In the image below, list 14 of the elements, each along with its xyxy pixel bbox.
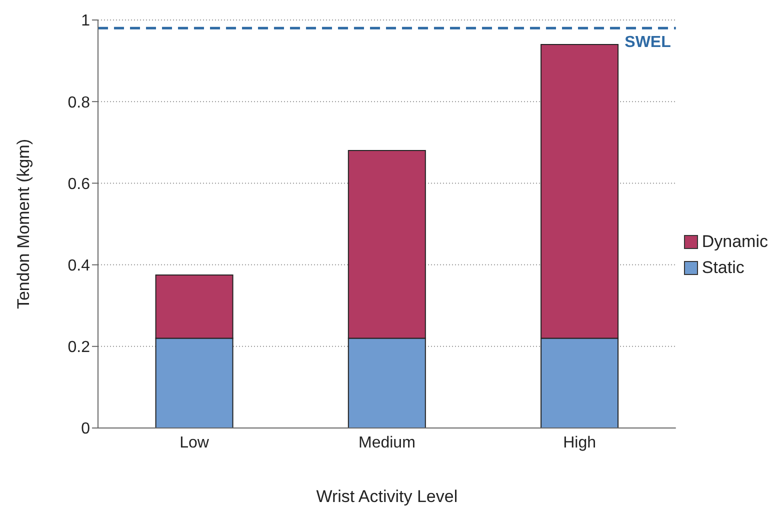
y-tick-label: 0.4	[68, 257, 90, 274]
y-tick-label: 0	[81, 420, 90, 438]
y-axis-title: Tendon Moment (kgm)	[14, 138, 34, 310]
legend-label: Static	[700, 258, 746, 278]
x-axis-title: Wrist Activity Level	[316, 487, 458, 506]
y-tick-label: 0.6	[68, 176, 90, 193]
ref-line-label: SWEL	[624, 34, 672, 52]
x-tick-label: Medium	[358, 434, 416, 452]
legend-label: Dynamic	[700, 232, 768, 252]
y-tick-label: 0.2	[68, 339, 90, 356]
x-tick-label: Low	[180, 434, 210, 452]
y-tick-label: 1	[81, 12, 90, 30]
y-tick-label: 0.8	[68, 94, 90, 112]
x-tick-label: High	[563, 434, 596, 452]
